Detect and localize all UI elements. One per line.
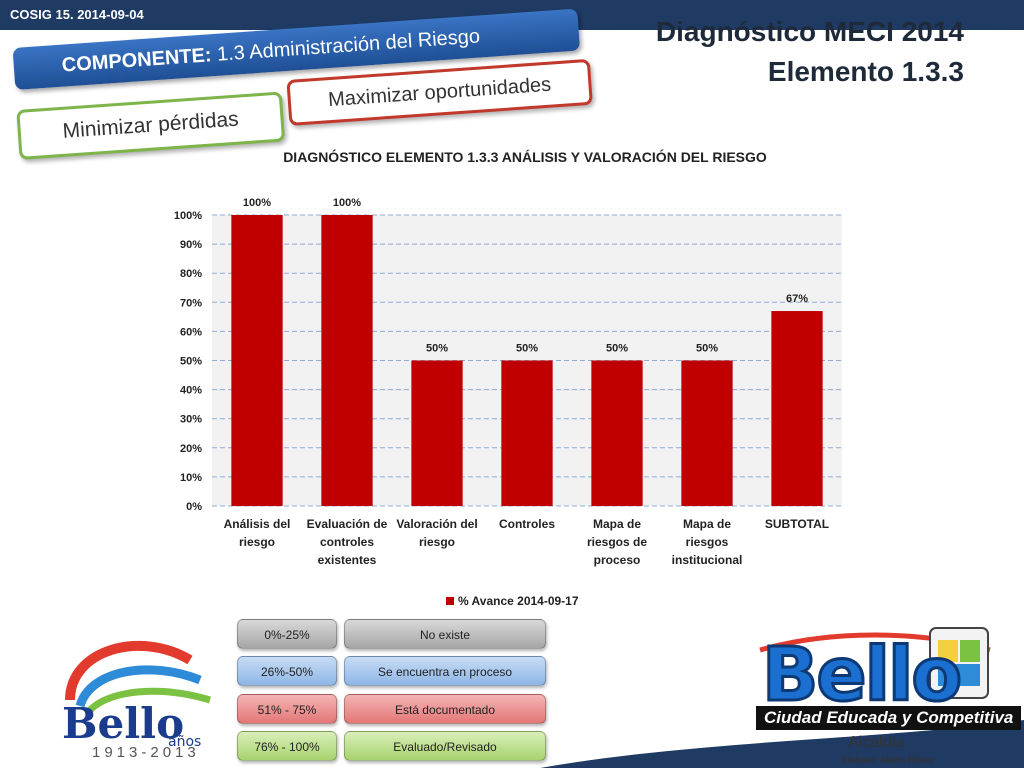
scale-meaning-2: Se encuentra en proceso [344,656,546,686]
bar [771,311,823,506]
y-tick-label: 10% [180,472,202,484]
scale-meaning-4: Evaluado/Revisado [344,731,546,761]
chart-legend: % Avance 2014-09-17 [446,594,579,608]
cosig-date: COSIG 15. 2014-09-04 [10,7,144,22]
scale-meaning-1: No existe [344,619,546,649]
y-tick-label: 0% [186,501,202,513]
legend-swatch [446,597,454,605]
data-label: 50% [426,343,448,355]
y-tick-label: 20% [180,443,202,455]
chart-title: DIAGNÓSTICO ELEMENTO 1.3.3 ANÁLISIS Y VA… [283,149,767,165]
x-tick-label: Análisis del riesgo [224,517,291,549]
scale-range-3: 51% - 75% [237,694,337,724]
legend-label: % Avance 2014-09-17 [458,594,579,608]
scale-meaning-3: Está documentado [344,694,546,724]
y-tick-label: 100% [174,210,202,222]
x-tick-label: Controles [499,517,555,531]
y-tick-label: 80% [180,268,202,280]
anniversary-word: años [168,734,201,748]
title-line-1: Diagnóstico MECI 2014 [655,16,964,47]
data-label: 100% [333,197,361,209]
anniversary-brand: Bello [62,699,184,748]
bar [681,360,733,506]
elaboro-credit: Elaboró: Marlo Flórez [842,755,935,765]
bar [501,360,553,506]
y-tick-label: 30% [180,414,202,426]
y-tick-label: 90% [180,239,202,251]
alcaldia-label: Alcaldía [848,734,905,751]
data-label: 50% [696,343,718,355]
bar [321,215,373,506]
x-tick-label: Evaluación de controles existentes [307,517,388,567]
y-tick-label: 50% [180,356,202,368]
anniversary-years: 1913-2013 [92,744,200,761]
x-tick-label: SUBTOTAL [765,517,829,531]
y-tick-label: 70% [180,297,202,309]
city-brand: Bello [760,631,963,720]
data-label: 50% [606,343,628,355]
data-label: 50% [516,343,538,355]
data-label: 100% [243,197,271,209]
bar [591,360,643,506]
x-tick-label: Valoración del riesgo [396,517,477,549]
x-tick-label: Mapa de riesgos institucional [672,517,743,567]
bar [411,360,463,506]
x-tick-label: Mapa de riesgos de proceso [587,517,647,567]
y-tick-label: 40% [180,385,202,397]
scale-range-4: 76% - 100% [237,731,337,761]
bello-city-logo [759,627,991,699]
title-line-2: Elemento 1.3.3 [767,56,964,87]
data-label: 67% [786,293,808,305]
bar [231,215,283,506]
y-tick-label: 60% [180,326,202,338]
bello-100-logo: Bello años [62,641,212,748]
city-slogan: Ciudad Educada y Competitiva [756,706,1022,730]
bar-chart: 0% 10% 20% 30% 40% 50% 60% 70% 80% 90% 100% 100% Aná… [174,197,842,567]
page-title: Diagnóstico MECI 2014 Elemento 1.3.3 [656,12,964,92]
scale-range-2: 26%-50% [237,656,337,686]
scale-range-1: 0%-25% [237,619,337,649]
